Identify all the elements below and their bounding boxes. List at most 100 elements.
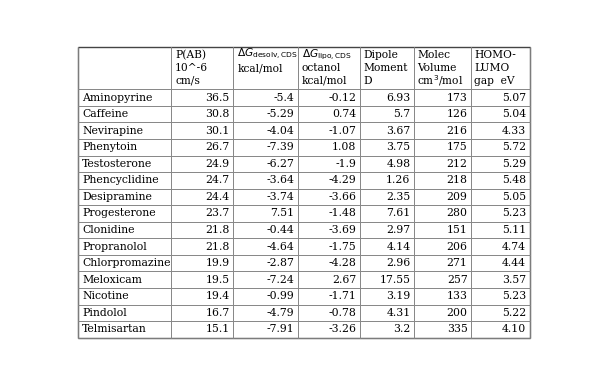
Bar — [171, 222, 233, 238]
Text: 2.96: 2.96 — [387, 258, 411, 268]
Bar — [471, 288, 530, 304]
Text: Propranolol: Propranolol — [82, 242, 147, 251]
Bar — [171, 205, 233, 222]
Text: 212: 212 — [447, 159, 467, 169]
Text: -7.91: -7.91 — [266, 324, 294, 335]
Bar — [171, 288, 233, 304]
Bar — [360, 321, 414, 338]
Bar — [79, 222, 171, 238]
Text: Progesterone: Progesterone — [82, 208, 156, 218]
Bar — [171, 271, 233, 288]
Text: Desipramine: Desipramine — [82, 192, 152, 202]
Bar — [233, 321, 298, 338]
Text: -4.28: -4.28 — [328, 258, 356, 268]
Text: Volume: Volume — [417, 63, 456, 73]
Text: 16.7: 16.7 — [206, 308, 230, 318]
Text: -1.75: -1.75 — [329, 242, 356, 251]
Bar — [79, 122, 171, 139]
Text: HOMO-: HOMO- — [475, 50, 517, 60]
Bar — [360, 122, 414, 139]
Text: Phenytoin: Phenytoin — [82, 142, 137, 152]
Text: 3.75: 3.75 — [387, 142, 411, 152]
Text: 6.93: 6.93 — [387, 93, 411, 102]
Text: 4.31: 4.31 — [387, 308, 411, 318]
Bar — [171, 189, 233, 205]
Text: 5.7: 5.7 — [394, 109, 411, 119]
Text: -3.64: -3.64 — [266, 175, 294, 185]
Text: -6.27: -6.27 — [266, 159, 294, 169]
Text: -2.87: -2.87 — [266, 258, 294, 268]
Bar — [298, 189, 360, 205]
Text: -0.99: -0.99 — [266, 291, 294, 301]
Bar — [471, 139, 530, 155]
Text: -5.4: -5.4 — [273, 93, 294, 102]
Text: Phencyclidine: Phencyclidine — [82, 175, 159, 185]
Bar — [298, 139, 360, 155]
Bar — [79, 189, 171, 205]
Bar — [233, 89, 298, 106]
Bar — [471, 122, 530, 139]
Text: 30.8: 30.8 — [205, 109, 230, 119]
Bar — [233, 271, 298, 288]
Text: 4.10: 4.10 — [502, 324, 526, 335]
Bar — [360, 205, 414, 222]
Text: -4.79: -4.79 — [267, 308, 294, 318]
Bar — [79, 304, 171, 321]
Bar — [171, 139, 233, 155]
Text: 218: 218 — [447, 175, 467, 185]
Text: 17.55: 17.55 — [379, 275, 411, 285]
Text: Moment: Moment — [363, 63, 408, 73]
Text: 4.33: 4.33 — [502, 126, 526, 136]
Text: -0.78: -0.78 — [328, 308, 356, 318]
Bar — [171, 172, 233, 189]
Text: 3.19: 3.19 — [387, 291, 411, 301]
Text: Telmisartan: Telmisartan — [82, 324, 147, 335]
Text: Testosterone: Testosterone — [82, 159, 152, 169]
Bar — [171, 106, 233, 122]
Bar — [471, 172, 530, 189]
Text: 335: 335 — [447, 324, 467, 335]
Text: cm/s: cm/s — [175, 76, 200, 86]
Text: 36.5: 36.5 — [206, 93, 230, 102]
Text: -4.29: -4.29 — [329, 175, 356, 185]
Bar — [471, 238, 530, 255]
Text: 5.23: 5.23 — [502, 208, 526, 218]
Text: Caffeine: Caffeine — [82, 109, 128, 119]
Text: 4.98: 4.98 — [387, 159, 411, 169]
Bar — [171, 122, 233, 139]
Bar — [233, 222, 298, 238]
Bar — [171, 255, 233, 271]
Text: 5.29: 5.29 — [502, 159, 526, 169]
Text: -1.07: -1.07 — [328, 126, 356, 136]
Bar — [233, 304, 298, 321]
Bar — [360, 304, 414, 321]
Bar — [360, 47, 414, 89]
Bar — [471, 106, 530, 122]
Bar — [298, 238, 360, 255]
Text: Aminopyrine: Aminopyrine — [82, 93, 152, 102]
Text: 1.26: 1.26 — [386, 175, 411, 185]
Bar — [471, 47, 530, 89]
Text: -3.26: -3.26 — [328, 324, 356, 335]
Text: 209: 209 — [447, 192, 467, 202]
Bar — [233, 205, 298, 222]
Text: 24.7: 24.7 — [206, 175, 230, 185]
Bar — [79, 89, 171, 106]
Text: 5.07: 5.07 — [502, 93, 526, 102]
Text: 5.05: 5.05 — [502, 192, 526, 202]
Bar — [471, 321, 530, 338]
Bar — [233, 255, 298, 271]
Text: 126: 126 — [447, 109, 467, 119]
Text: 30.1: 30.1 — [205, 126, 230, 136]
Bar — [233, 106, 298, 122]
Text: kcal/mol: kcal/mol — [301, 76, 347, 86]
Text: 7.51: 7.51 — [270, 208, 294, 218]
Bar — [414, 222, 471, 238]
Bar — [298, 155, 360, 172]
Bar — [171, 47, 233, 89]
Text: 24.9: 24.9 — [206, 159, 230, 169]
Bar — [414, 288, 471, 304]
Bar — [171, 321, 233, 338]
Bar — [79, 106, 171, 122]
Bar — [414, 321, 471, 338]
